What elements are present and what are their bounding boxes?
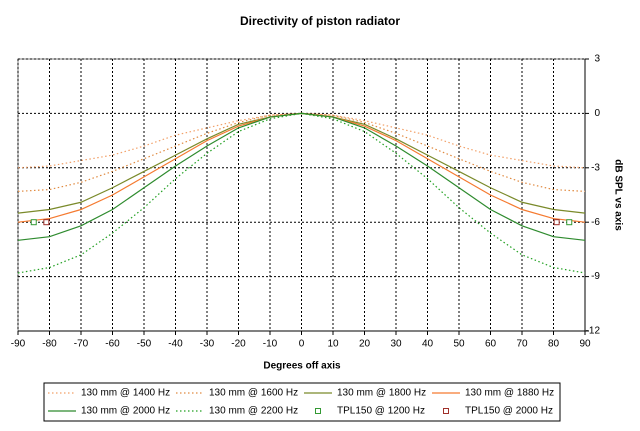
y-tick-label: 0 [594, 108, 600, 119]
chart-title: Directivity of piston radiator [240, 14, 400, 28]
legend-box [43, 382, 561, 422]
y-tick-label: 3 [594, 54, 600, 65]
marker [43, 219, 50, 226]
series-line [17, 112, 586, 169]
marker [566, 219, 573, 226]
y-tick-label: -6 [591, 217, 600, 228]
x-tick-label: -90 [11, 339, 26, 350]
x-tick-label: 90 [579, 339, 591, 350]
x-tick-label: -80 [42, 339, 57, 350]
legend-label: 130 mm @ 2000 Hz [81, 406, 170, 417]
x-tick-label: -10 [263, 339, 278, 350]
x-tick-label: 80 [548, 339, 560, 350]
x-tick-label: -30 [200, 339, 215, 350]
x-tick-label: 60 [485, 339, 497, 350]
x-tick-label: -70 [74, 339, 89, 350]
marker [553, 219, 560, 226]
x-tick-label: -40 [168, 339, 183, 350]
y-tick-label: -12 [586, 326, 601, 337]
legend-label: 130 mm @ 2200 Hz [209, 406, 298, 417]
x-tick-label: 10 [327, 339, 339, 350]
legend-label: 130 mm @ 1400 Hz [81, 388, 170, 399]
x-tick-label: -60 [105, 339, 120, 350]
x-tick-label: 30 [390, 339, 402, 350]
y-tick-label: -9 [591, 271, 600, 282]
y-tick-label: -3 [591, 162, 600, 173]
legend-marker [443, 408, 449, 414]
x-tick-label: 40 [422, 339, 434, 350]
y-axis-label: dB SPL vs axis [612, 159, 623, 231]
x-tick-label: 20 [359, 339, 371, 350]
x-axis-label: Degrees off axis [263, 361, 341, 372]
legend-label: TPL150 @ 2000 Hz [465, 406, 553, 417]
x-tick-label: -20 [231, 339, 246, 350]
marker [30, 219, 37, 226]
legend-marker [315, 408, 321, 414]
legend-label: 130 mm @ 1880 Hz [465, 388, 554, 399]
x-tick-label: 50 [453, 339, 465, 350]
series-line [17, 112, 586, 274]
legend-label: 130 mm @ 1800 Hz [337, 388, 426, 399]
x-tick-label: 70 [516, 339, 528, 350]
x-tick-label: -50 [137, 339, 152, 350]
legend-label: TPL150 @ 1200 Hz [337, 406, 425, 417]
legend-label: 130 mm @ 1600 Hz [209, 388, 298, 399]
x-tick-label: 0 [299, 339, 305, 350]
